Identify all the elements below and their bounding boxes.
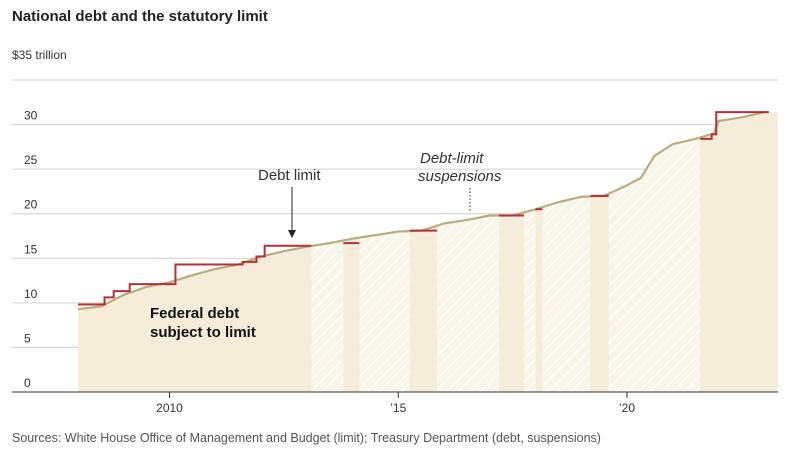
y-tick-label: 30 (24, 109, 38, 123)
y-tick-label: 5 (24, 331, 31, 345)
suspension-hatch (359, 231, 410, 392)
annotation-layer: Debt limit Debt-limit suspensions Federa… (150, 150, 502, 341)
suspensions-label-line1: Debt-limit (420, 150, 484, 167)
y-tick-label: 0 (24, 376, 31, 390)
chart-title: National debt and the statutory limit (12, 8, 268, 25)
suspension-hatch (542, 196, 591, 392)
y-tick-label: 15 (24, 242, 38, 256)
series-layer (77, 111, 769, 311)
x-tick-label: ’15 (390, 401, 406, 415)
series-line-debt-limit (700, 111, 769, 140)
suspension-layer (311, 137, 701, 392)
debt-limit-arrowhead (288, 230, 296, 238)
debt-label-line1: Federal debt (150, 305, 239, 322)
y-tick-label: 20 (24, 198, 38, 212)
debt-area-layer (78, 112, 778, 392)
x-tick-label: 2010 (156, 401, 183, 415)
suspension-hatch (437, 215, 499, 392)
y-tick-label: 25 (24, 153, 38, 167)
axis-layer: 0 5 10 15 20 25 30 2010 ’15 ’20 (12, 109, 778, 415)
debt-label-line2: subject to limit (150, 324, 256, 341)
debt-limit-label: Debt limit (258, 167, 321, 184)
suspension-hatch (311, 240, 344, 392)
y-unit-label: $35 trillion (12, 48, 67, 62)
series-line-debt-limit (78, 244, 312, 306)
suspensions-label-line2: suspensions (418, 168, 502, 185)
y-tick-label: 10 (24, 287, 38, 301)
suspension-hatch (524, 209, 536, 392)
suspension-hatch (608, 137, 701, 392)
x-tick-label: ’20 (619, 401, 635, 415)
debt-area (78, 112, 778, 392)
series-line-federal-debt (77, 111, 765, 311)
source-note: Sources: White House Office of Managemen… (12, 431, 601, 445)
